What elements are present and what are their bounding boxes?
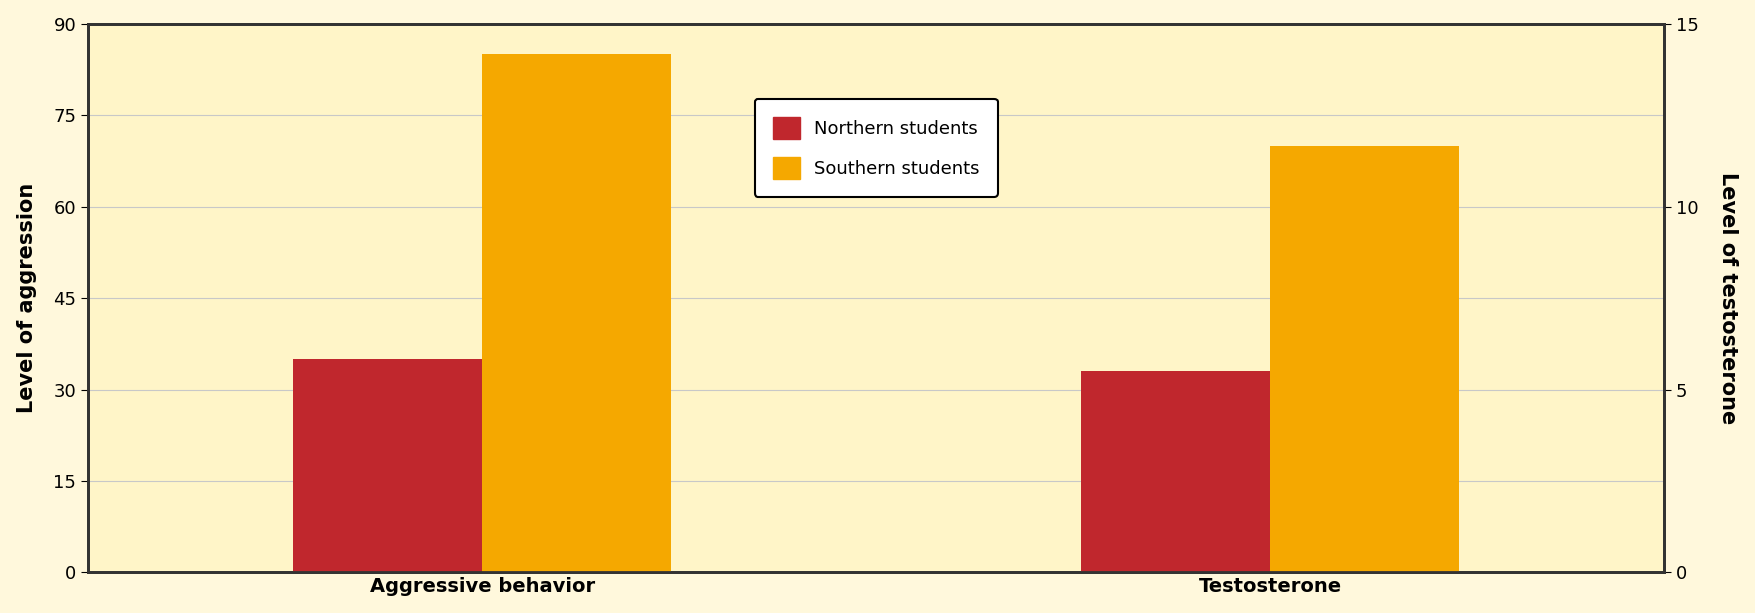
Y-axis label: Level of aggression: Level of aggression	[16, 183, 37, 413]
Bar	[293, 359, 483, 573]
Y-axis label: Level of testosterone: Level of testosterone	[1718, 172, 1739, 424]
Bar	[1271, 146, 1460, 573]
Bar	[483, 54, 670, 573]
Legend: Northern students, Southern students: Northern students, Southern students	[755, 99, 999, 197]
Bar	[1081, 371, 1271, 573]
